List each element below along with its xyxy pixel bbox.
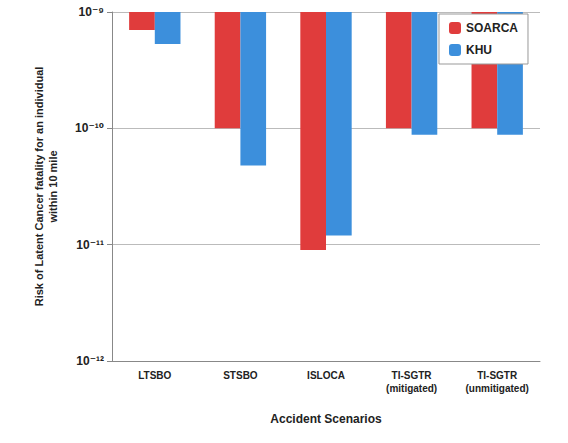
svg-text:10⁻¹¹: 10⁻¹¹ [76,238,104,252]
svg-text:STSBO: STSBO [223,370,258,381]
svg-text:Risk of Latent Cancer fatality: Risk of Latent Cancer fatality for an in… [33,67,45,307]
svg-text:10⁻⁹: 10⁻⁹ [79,5,104,19]
svg-text:within 10 mile: within 10 mile [47,150,59,223]
svg-text:Accident Scenarios: Accident Scenarios [270,412,382,426]
svg-text:TI-SGTR: TI-SGTR [392,370,433,381]
svg-text:(unmitigated): (unmitigated) [466,383,529,394]
svg-text:ISLOCA: ISLOCA [307,370,345,381]
svg-text:TI-SGTR: TI-SGTR [477,370,518,381]
svg-text:LTSBO: LTSBO [138,370,171,381]
svg-text:10⁻¹²: 10⁻¹² [76,354,104,368]
svg-text:KHU: KHU [466,43,492,57]
svg-text:SOARCA: SOARCA [466,21,518,35]
svg-text:(mitigated): (mitigated) [386,383,437,394]
svg-text:10⁻¹⁰: 10⁻¹⁰ [75,121,104,135]
